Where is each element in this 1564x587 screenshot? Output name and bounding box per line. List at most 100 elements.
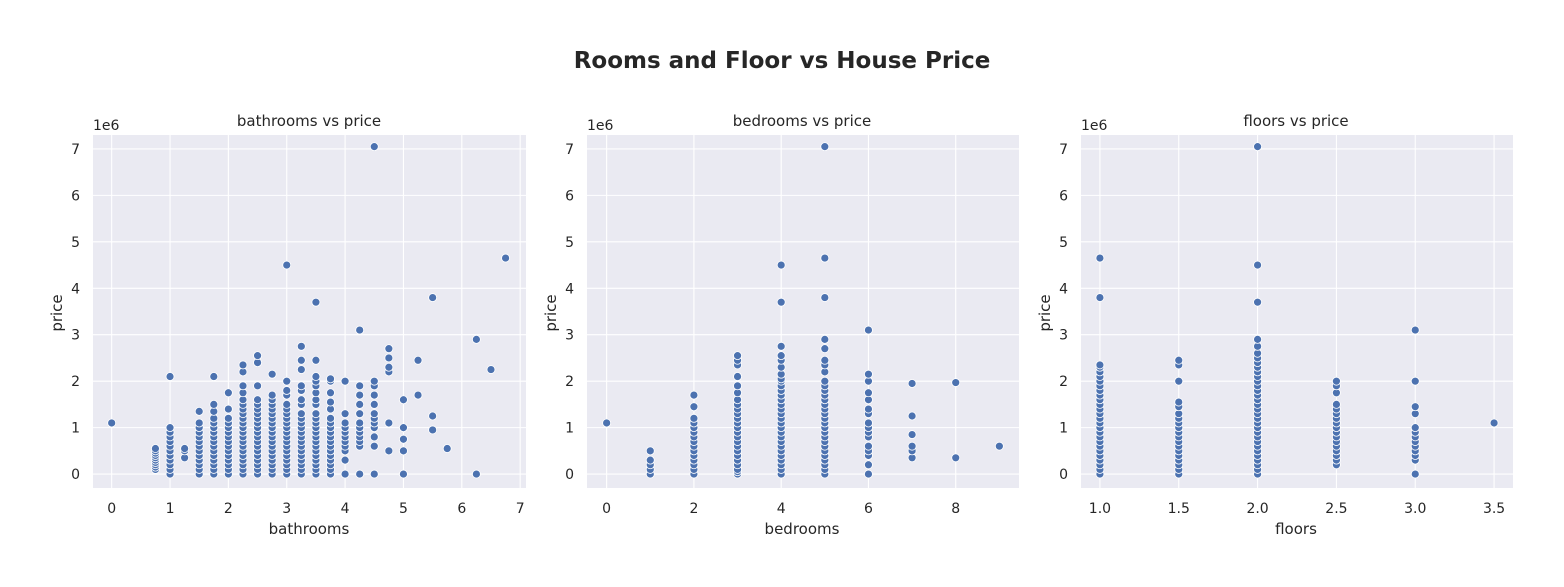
bathrooms-data-point <box>399 446 408 456</box>
bedrooms-data-point <box>951 453 961 463</box>
floors-data-point <box>1332 376 1341 386</box>
bathrooms-data-point <box>501 253 510 263</box>
floors-data-point <box>1253 297 1262 307</box>
bathrooms-data-point <box>399 434 408 444</box>
bathrooms-data-point <box>194 418 204 428</box>
bedrooms-y-tick-label: 6 <box>565 188 574 204</box>
bathrooms-data-point <box>223 404 233 414</box>
bedrooms-x-tick-label: 6 <box>864 501 873 517</box>
bedrooms-y-tick-label: 0 <box>565 467 574 483</box>
bathrooms-data-point <box>355 325 365 335</box>
bathrooms-data-point <box>253 395 262 405</box>
bathrooms-data-point <box>399 423 408 433</box>
bathrooms-data-point <box>194 406 204 416</box>
bathrooms-data-point <box>165 372 175 381</box>
bathrooms-data-point <box>399 395 408 405</box>
bedrooms-data-point <box>776 297 786 307</box>
floors-x-tick-label: 2.0 <box>1246 501 1268 517</box>
bedrooms-y-offset-label: 1e6 <box>587 118 614 134</box>
bathrooms-data-point <box>223 388 233 398</box>
floors-y-tick-label: 2 <box>1059 374 1068 390</box>
bathrooms-data-point <box>223 413 233 423</box>
bathrooms-data-point <box>238 360 248 370</box>
floors-panel: floors vs price 1e6 floors price 1.0 1.5 2… <box>1036 112 1513 538</box>
bathrooms-data-point <box>384 344 394 354</box>
bathrooms-x-tick-label: 7 <box>516 501 525 517</box>
bathrooms-data-point <box>340 376 350 386</box>
bathrooms-data-point <box>428 293 438 302</box>
bathrooms-y-tick-label: 6 <box>71 188 80 204</box>
bedrooms-data-point <box>733 351 742 361</box>
floors-y-offset-label: 1e6 <box>1081 118 1108 134</box>
floors-y-tick-label: 1 <box>1059 421 1068 437</box>
bathrooms-x-tick-label: 5 <box>399 501 408 517</box>
bedrooms-x-tick-label: 8 <box>951 501 960 517</box>
bedrooms-data-point <box>864 369 873 379</box>
bathrooms-data-point <box>296 365 306 374</box>
bedrooms-data-point <box>907 430 917 439</box>
bedrooms-x-tick-label: 4 <box>777 501 786 517</box>
bedrooms-data-point <box>820 334 830 344</box>
bathrooms-data-point <box>326 413 335 423</box>
bedrooms-y-tick-label: 7 <box>565 142 574 158</box>
bathrooms-data-point <box>253 381 262 391</box>
bathrooms-data-point <box>471 334 481 344</box>
bathrooms-data-point <box>311 409 321 419</box>
bathrooms-data-point <box>384 418 394 428</box>
floors-y-tick-label: 6 <box>1059 188 1068 204</box>
bathrooms-data-point <box>486 365 496 374</box>
bathrooms-data-point <box>369 390 379 400</box>
bedrooms-data-point <box>864 418 873 428</box>
bathrooms-data-point <box>355 390 365 400</box>
bedrooms-data-point <box>645 446 655 456</box>
bathrooms-data-point <box>384 446 394 456</box>
bathrooms-data-point <box>471 469 481 479</box>
bathrooms-data-point <box>311 297 321 307</box>
bedrooms-data-point <box>864 388 873 398</box>
bathrooms-data-point <box>253 351 262 361</box>
floors-data-point <box>1174 355 1184 365</box>
floors-y-tick-label: 4 <box>1059 281 1068 297</box>
bedrooms-x-axis-label: bedrooms <box>765 520 840 538</box>
bathrooms-x-tick-label: 0 <box>107 501 116 517</box>
bedrooms-points <box>602 142 1004 479</box>
bedrooms-data-point <box>776 351 786 361</box>
bedrooms-plot-area <box>587 135 1019 488</box>
bedrooms-data-point <box>820 293 830 302</box>
bathrooms-data-point <box>428 411 438 421</box>
bathrooms-data-point <box>384 353 394 363</box>
bathrooms-y-tick-label: 3 <box>71 328 80 344</box>
floors-data-point <box>1410 325 1420 335</box>
bathrooms-data-point <box>238 381 248 391</box>
bathrooms-data-point <box>267 390 277 400</box>
bathrooms-y-offset-label: 1e6 <box>93 118 120 134</box>
floors-data-point <box>1095 293 1105 302</box>
floors-y-tick-label: 7 <box>1059 142 1068 158</box>
floors-y-tick-label: 0 <box>1059 467 1068 483</box>
bedrooms-data-point <box>820 142 830 152</box>
bedrooms-x-tick-label: 2 <box>689 501 698 517</box>
floors-x-tick-label: 1.5 <box>1168 501 1190 517</box>
floors-points <box>1095 142 1499 479</box>
bedrooms-data-point <box>951 378 961 387</box>
bathrooms-data-point <box>413 355 423 365</box>
bedrooms-panel: bedrooms vs price 1e6 bedrooms price 0 2 4… <box>542 112 1019 538</box>
floors-panel-title: floors vs price <box>1243 112 1348 130</box>
bathrooms-data-point <box>355 418 365 428</box>
bathrooms-data-point <box>369 441 379 451</box>
bedrooms-data-point <box>602 418 612 428</box>
bedrooms-data-point <box>994 441 1004 451</box>
floors-x-tick-label: 1.0 <box>1089 501 1111 517</box>
bedrooms-data-point <box>864 469 873 479</box>
bathrooms-points <box>107 142 510 479</box>
bedrooms-y-tick-label: 1 <box>565 421 574 437</box>
bathrooms-data-point <box>296 381 306 391</box>
bathrooms-data-point <box>369 142 379 152</box>
bathrooms-data-point <box>428 425 438 435</box>
bathrooms-y-tick-label: 0 <box>71 467 80 483</box>
bathrooms-y-axis-label: price <box>48 294 66 331</box>
bathrooms-data-point <box>355 409 365 419</box>
bathrooms-data-point <box>209 372 219 381</box>
bathrooms-data-point <box>355 381 365 391</box>
bathrooms-data-point <box>326 388 335 398</box>
